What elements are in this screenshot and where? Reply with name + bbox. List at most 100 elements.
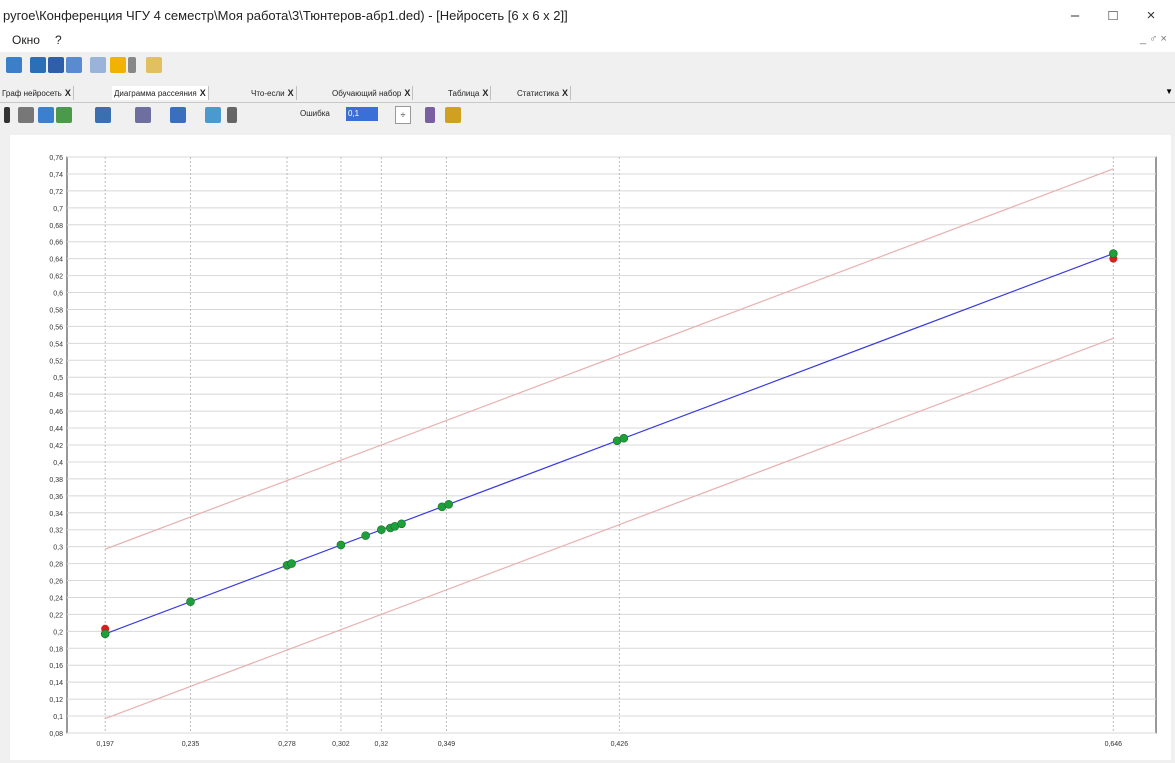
y-tick-label: 0,24	[49, 595, 63, 602]
filter-icon[interactable]	[18, 107, 34, 123]
error-spinner[interactable]: ÷	[395, 106, 411, 124]
tab-close-icon[interactable]: X	[64, 88, 71, 98]
x-tick-label: 0,349	[438, 741, 456, 748]
x-tick-label: 0,426	[611, 741, 629, 748]
grid-icon[interactable]	[66, 57, 82, 73]
x-tick-label: 0,646	[1105, 741, 1123, 748]
tab-close-icon[interactable]: X	[199, 88, 206, 98]
table-icon[interactable]	[48, 57, 64, 73]
mdi-window-controls[interactable]: _ ♂ ×	[1140, 33, 1167, 45]
home-icon[interactable]	[6, 57, 22, 73]
upper-bound-line	[104, 168, 1114, 550]
star-icon[interactable]	[110, 57, 126, 73]
main-toolbar	[0, 53, 1175, 79]
y-tick-label: 0,38	[49, 477, 63, 484]
tab-close-icon[interactable]: X	[562, 88, 569, 98]
y-tick-label: 0,34	[49, 511, 63, 518]
palette-icon[interactable]	[205, 107, 221, 123]
y-tick-label: 0,36	[49, 494, 63, 501]
tab-scatter-diagram[interactable]: Диаграмма рассеяния X	[112, 86, 209, 100]
network-icon[interactable]	[30, 57, 46, 73]
export-icon[interactable]	[445, 107, 461, 123]
data-point-green	[390, 522, 400, 531]
y-tick-label: 0,16	[49, 663, 63, 670]
x-tick-label: 0,32	[375, 741, 389, 748]
y-tick-label: 0,72	[49, 189, 63, 196]
y-tick-label: 0,26	[49, 579, 63, 586]
y-tick-label: 0,76	[49, 155, 63, 162]
data-point-red	[1109, 254, 1118, 263]
y-tick-label: 0,54	[49, 341, 63, 348]
x-tick-label: 0,235	[182, 741, 200, 748]
tab-graph-network[interactable]: Граф нейросеть X	[0, 86, 74, 100]
tab-statistics[interactable]: Статистика X	[515, 86, 572, 100]
note-icon[interactable]	[146, 57, 162, 73]
data-point-green	[444, 499, 454, 509]
y-tick-label: 0,3	[53, 545, 63, 552]
y-tick-label: 0,6	[53, 291, 63, 298]
bar-chart-icon[interactable]	[95, 107, 111, 123]
sigma-icon[interactable]	[227, 107, 237, 123]
y-tick-label: 0,42	[49, 443, 63, 450]
y-tick-label: 0,1	[53, 714, 63, 721]
chart-toolbar: Ошибка 0,1 ÷	[0, 103, 1175, 127]
document-tabs: Граф нейросеть X Диаграмма рассеяния X Что…	[0, 84, 1175, 103]
data-point-green	[186, 597, 195, 607]
y-tick-label: 0,08	[49, 731, 63, 738]
y-tick-label: 0,62	[49, 274, 63, 281]
y-tick-label: 0,22	[49, 612, 63, 619]
data-point-green	[619, 433, 629, 443]
tab-training-set[interactable]: Обучающий набор X	[330, 86, 414, 100]
data-point-green	[282, 560, 292, 570]
y-tick-label: 0,7	[53, 206, 63, 213]
y-tick-label: 0,52	[49, 358, 63, 365]
chart-background	[10, 135, 1171, 760]
x-tick-label: 0,302	[332, 741, 350, 748]
y-tick-label: 0,4	[53, 460, 63, 467]
y-tick-label: 0,12	[49, 697, 63, 704]
data-point-green	[377, 525, 386, 535]
error-input[interactable]: 0,1	[346, 107, 378, 121]
title-bar: ругое\Конференция ЧГУ 4 семестр\Моя рабо…	[0, 0, 1175, 30]
menu-window[interactable]: Окно	[12, 33, 40, 47]
tabs-dropdown-icon[interactable]: ▼	[1165, 87, 1173, 96]
tab-table[interactable]: Таблица X	[446, 86, 492, 100]
y-tick-label: 0,64	[49, 257, 63, 264]
fit-line	[104, 253, 1114, 635]
data-point-green	[386, 523, 395, 533]
data-point-green	[336, 540, 346, 550]
error-label: Ошибка	[300, 109, 330, 118]
y-tick-label: 0,68	[49, 223, 63, 230]
y-tick-label: 0,74	[49, 172, 63, 179]
data-point-green	[361, 531, 370, 540]
y-tick-label: 0,66	[49, 240, 63, 247]
pointer-icon[interactable]	[4, 107, 10, 123]
tab-close-icon[interactable]: X	[287, 88, 294, 98]
y-tick-label: 0,14	[49, 680, 63, 687]
y-tick-label: 0,18	[49, 646, 63, 653]
zoom-icon[interactable]	[170, 107, 186, 123]
maximize-button[interactable]: □	[1108, 7, 1118, 24]
close-button[interactable]: ×	[1146, 7, 1156, 24]
layout-icon[interactable]	[135, 107, 151, 123]
minimize-button[interactable]: –	[1070, 7, 1080, 24]
tab-close-icon[interactable]: X	[482, 88, 489, 98]
chart-type-icon[interactable]	[56, 107, 72, 123]
chevron-down-icon[interactable]	[128, 57, 136, 73]
lower-bound-line	[104, 337, 1114, 720]
x-tick-label: 0,278	[278, 741, 296, 748]
menu-bar: Окно ? _ ♂ ×	[0, 30, 1175, 52]
delta-icon[interactable]	[425, 107, 435, 123]
axes-icon[interactable]	[38, 107, 54, 123]
data-point-green	[437, 502, 447, 512]
y-tick-label: 0,46	[49, 409, 63, 416]
y-tick-label: 0,58	[49, 307, 63, 314]
tab-close-icon[interactable]: X	[404, 88, 411, 98]
tab-what-if[interactable]: Что-если X	[249, 86, 297, 100]
plot-area	[66, 156, 1157, 734]
y-tick-label: 0,5	[53, 375, 63, 382]
menu-help[interactable]: ?	[55, 33, 62, 47]
data-point-green	[287, 559, 296, 568]
y-tick-label: 0,2	[53, 629, 63, 636]
formula-icon[interactable]	[90, 57, 106, 73]
